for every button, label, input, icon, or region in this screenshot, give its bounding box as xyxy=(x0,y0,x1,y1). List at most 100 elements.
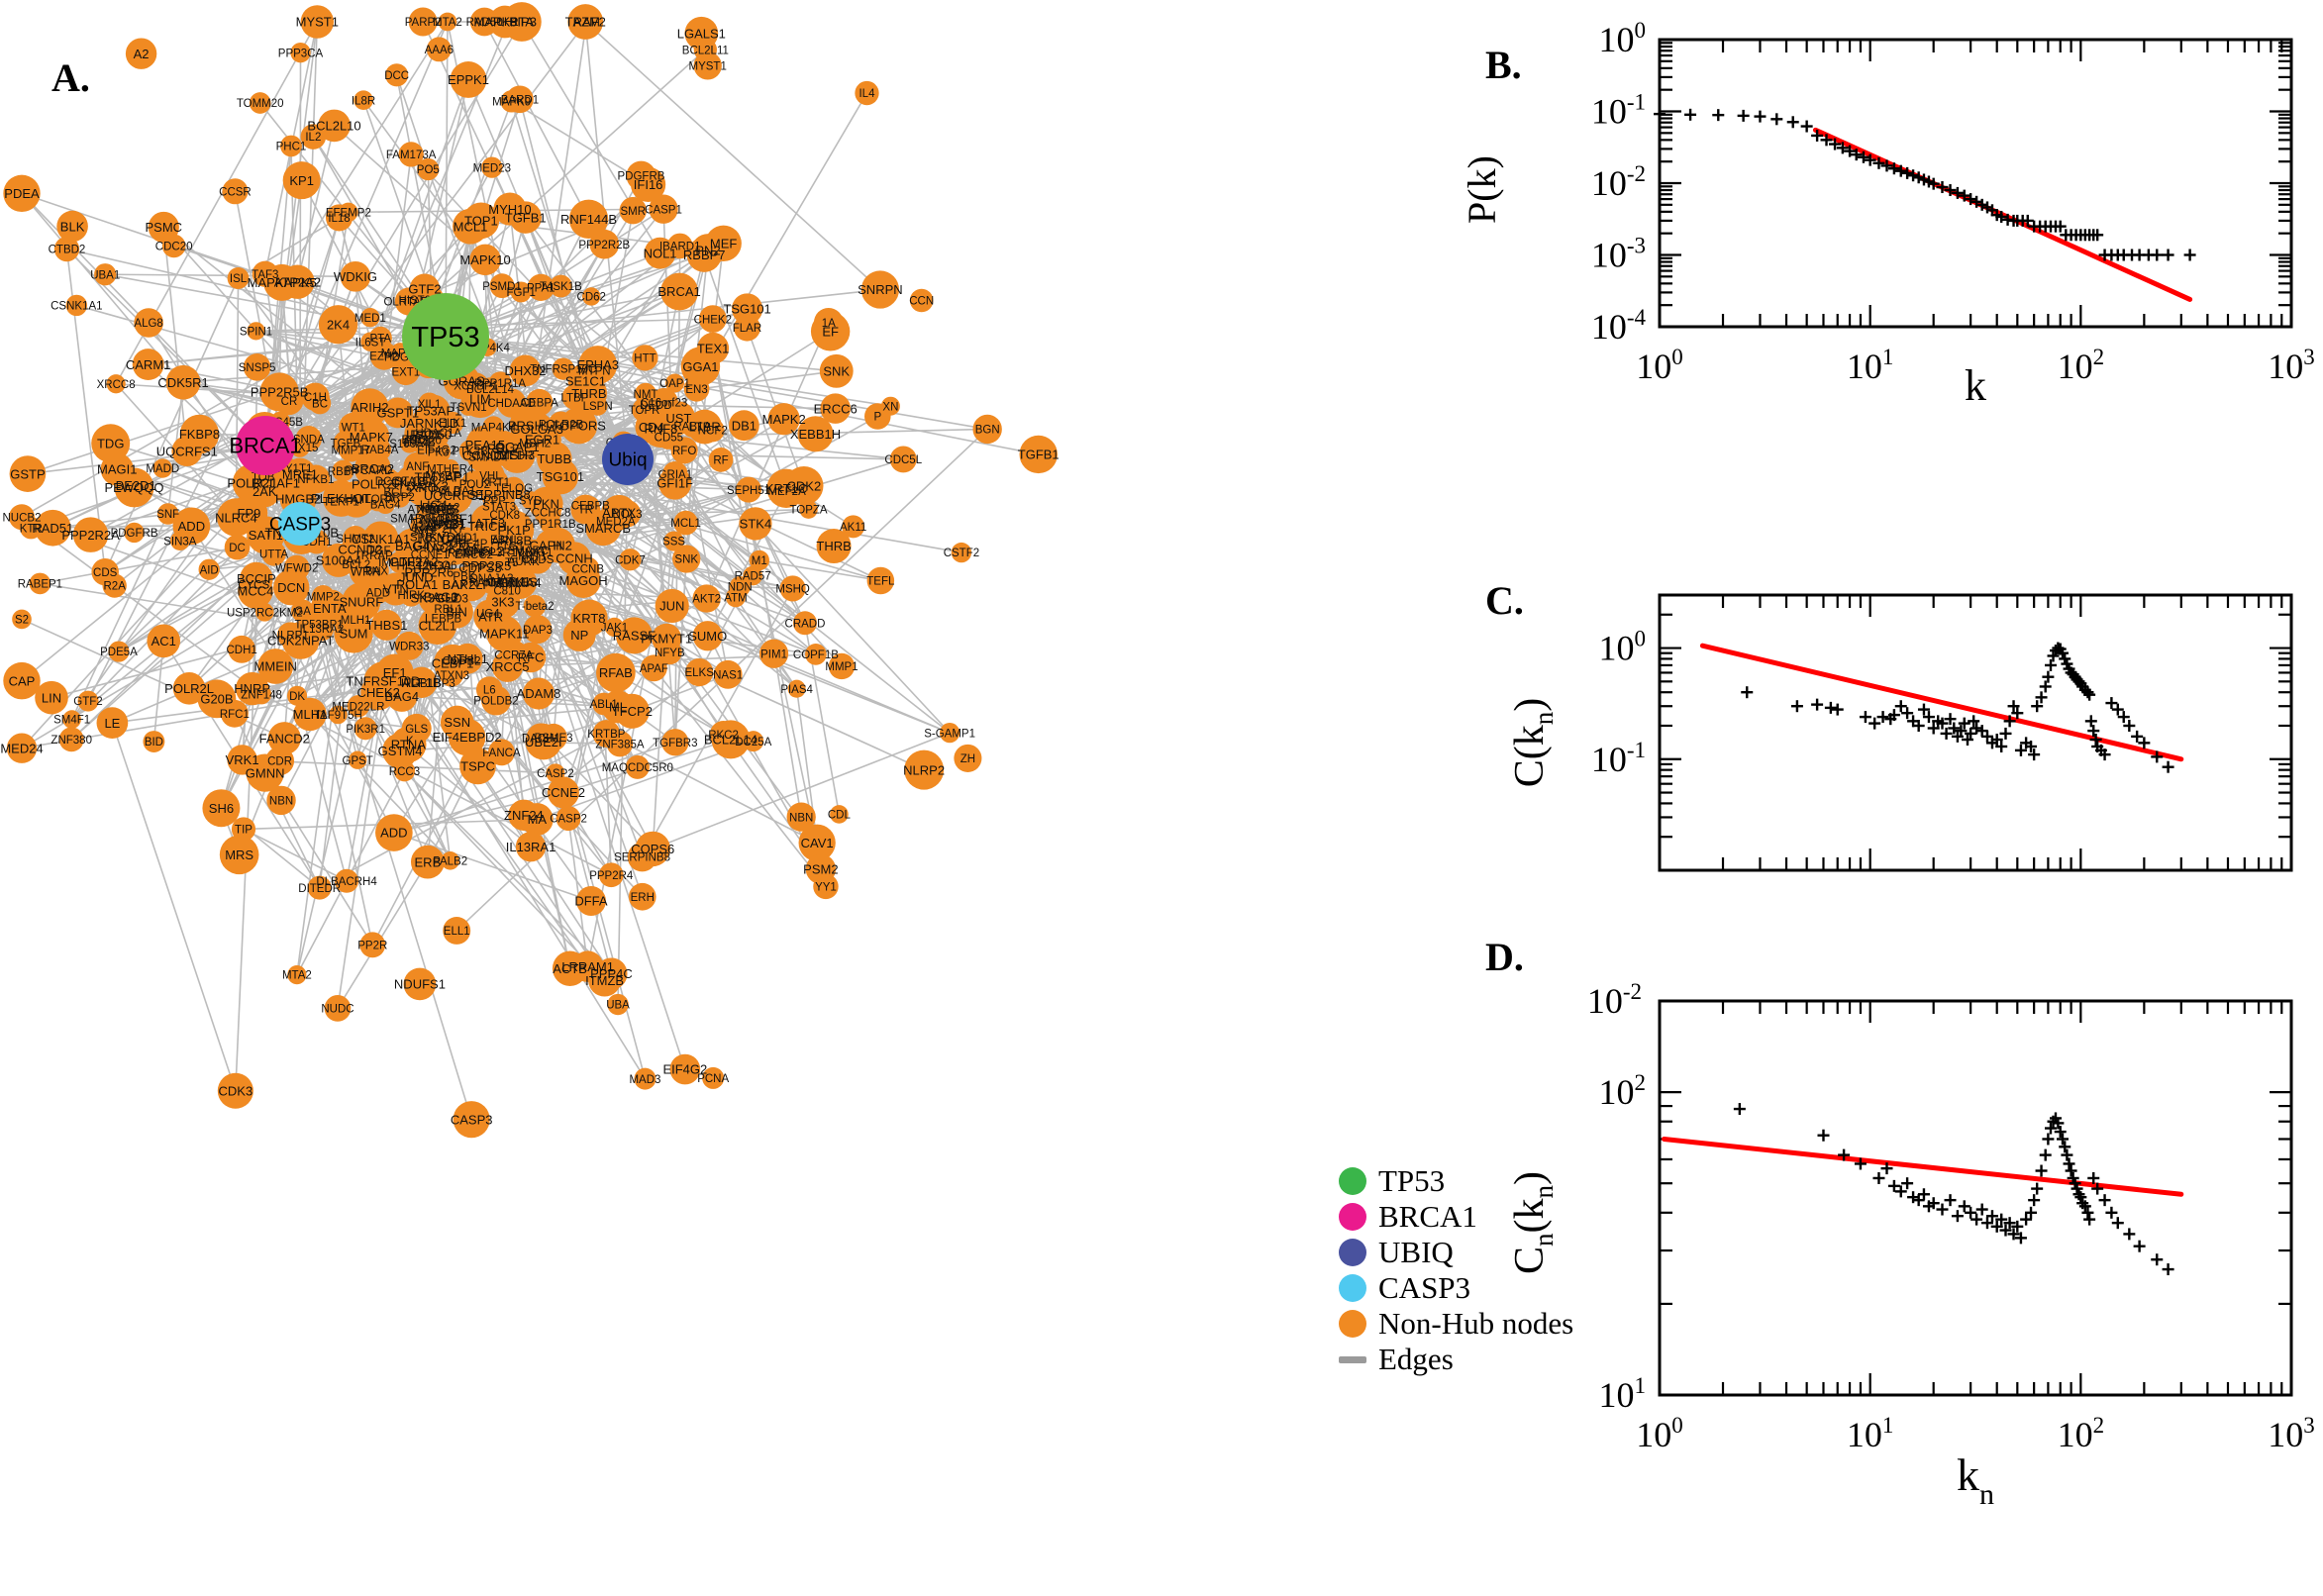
svg-text:LIG4: LIG4 xyxy=(420,497,448,512)
legend-label-brca1: BRCA1 xyxy=(1378,1199,1477,1234)
svg-text:IL4: IL4 xyxy=(858,88,875,100)
svg-text:DC25A: DC25A xyxy=(735,737,771,748)
svg-text:PPP2R5B: PPP2R5B xyxy=(251,385,309,400)
svg-text:A2: A2 xyxy=(134,47,150,61)
svg-text:IL2: IL2 xyxy=(305,132,321,144)
svg-text:NUCB2: NUCB2 xyxy=(3,512,42,524)
svg-text:CDK5R1: CDK5R1 xyxy=(157,375,208,390)
svg-text:KP1: KP1 xyxy=(289,173,314,188)
legend-item-brca1: BRCA1 xyxy=(1339,1199,1573,1235)
svg-text:PDGFRB: PDGFRB xyxy=(111,528,158,540)
svg-text:MSH2: MSH2 xyxy=(519,438,551,449)
svg-text:MLH1: MLH1 xyxy=(341,615,371,627)
panel-b-letter: B. xyxy=(1485,43,1522,87)
svg-text:L6: L6 xyxy=(483,685,496,697)
svg-text:C16orf23: C16orf23 xyxy=(641,397,687,409)
svg-text:AAA6: AAA6 xyxy=(425,45,454,56)
svg-text:ZCCHC8: ZCCHC8 xyxy=(525,508,571,520)
svg-text:DEDD: DEDD xyxy=(640,400,672,412)
svg-text:TP53: TP53 xyxy=(411,322,479,353)
svg-text:HNRP: HNRP xyxy=(234,681,270,696)
svg-text:RAB1A: RAB1A xyxy=(673,422,711,434)
svg-text:CD55: CD55 xyxy=(655,433,683,445)
svg-text:PALB2: PALB2 xyxy=(433,855,467,867)
svg-text:KRT8: KRT8 xyxy=(573,611,606,626)
svg-text:CABLES: CABLES xyxy=(487,575,539,590)
svg-text:ABL1: ABL1 xyxy=(590,699,618,711)
svg-text:THRB: THRB xyxy=(816,539,851,553)
svg-text:USO1: USO1 xyxy=(406,427,441,442)
svg-text:XCTBP1: XCTBP1 xyxy=(454,380,498,392)
svg-text:AI: AI xyxy=(351,492,362,507)
svg-text:TAF3: TAF3 xyxy=(252,269,278,281)
svg-text:NCF2: NCF2 xyxy=(698,426,728,438)
svg-text:GTF2A2: GTF2A2 xyxy=(389,554,438,569)
svg-text:HDAC1A: HDAC1A xyxy=(415,428,461,440)
svg-text:EPPK1: EPPK1 xyxy=(448,72,489,87)
svg-text:FGF1: FGF1 xyxy=(506,287,535,299)
svg-text:ATF3: ATF3 xyxy=(474,516,505,531)
svg-text:PEA15: PEA15 xyxy=(465,438,505,452)
svg-text:DFFA: DFFA xyxy=(574,894,608,909)
svg-text:CCR7A: CCR7A xyxy=(494,650,533,662)
svg-text:MMP2: MMP2 xyxy=(307,592,340,604)
svg-text:SYD: SYD xyxy=(519,496,543,508)
svg-text:PCNA: PCNA xyxy=(697,1073,729,1085)
svg-text:CCNE2: CCNE2 xyxy=(542,785,585,800)
svg-text:GMNN: GMNN xyxy=(246,765,285,780)
legend-swatch-tp53 xyxy=(1339,1167,1366,1195)
svg-text:CHD3: CHD3 xyxy=(438,593,468,605)
svg-text:PSM2: PSM2 xyxy=(803,862,838,877)
svg-text:PN2: PN2 xyxy=(695,244,720,258)
svg-text:HTT: HTT xyxy=(634,353,656,365)
svg-text:SUM: SUM xyxy=(340,627,368,642)
svg-text:TEFL: TEFL xyxy=(866,576,895,588)
svg-text:UTTA: UTTA xyxy=(259,549,289,560)
svg-text:RBL2: RBL2 xyxy=(487,441,520,455)
svg-text:AZM: AZM xyxy=(573,15,600,30)
svg-text:BRE: BRE xyxy=(428,503,454,518)
svg-text:PPP2R2A: PPP2R2A xyxy=(61,528,120,543)
svg-text:XIL1: XIL1 xyxy=(418,399,442,411)
svg-text:UQCRFS1: UQCRFS1 xyxy=(156,444,218,458)
svg-text:TOMM20: TOMM20 xyxy=(237,98,284,110)
svg-text:RF: RF xyxy=(713,455,728,467)
svg-text:ANGA3: ANGA3 xyxy=(420,515,458,527)
svg-text:UG4: UG4 xyxy=(476,608,500,620)
svg-text:CEBP1: CEBP1 xyxy=(432,656,474,671)
svg-text:SNK: SNK xyxy=(823,363,850,378)
svg-text:SE1C1: SE1C1 xyxy=(565,373,606,388)
svg-text:10-2: 10-2 xyxy=(1591,161,1646,203)
svg-text:MTA2: MTA2 xyxy=(433,17,462,29)
panel-d-letter: D. xyxy=(1485,935,1524,979)
svg-text:C(kn): C(kn) xyxy=(1507,698,1559,788)
svg-text:CAV1: CAV1 xyxy=(801,836,834,850)
svg-text:GTF2: GTF2 xyxy=(408,281,441,296)
svg-text:TP53AP1: TP53AP1 xyxy=(407,403,462,418)
svg-text:C4H: C4H xyxy=(442,533,467,548)
network-graph: ARL8B TAF3 MAGOH SIN3A GGA1 ALG8 CDC5L MAGI1 DHX… xyxy=(0,2,1060,1139)
svg-text:RPS20: RPS20 xyxy=(405,436,441,448)
svg-text:SNSP5: SNSP5 xyxy=(239,362,276,374)
svg-text:CCNH: CCNH xyxy=(556,551,593,566)
svg-text:TAF9T5H: TAF9T5H xyxy=(314,710,362,722)
svg-text:TP53BP1: TP53BP1 xyxy=(294,620,343,632)
svg-text:100: 100 xyxy=(1636,345,1683,386)
svg-text:MTPN: MTPN xyxy=(578,366,611,378)
svg-text:GGA1: GGA1 xyxy=(682,359,718,374)
svg-text:KRT1C: KRT1C xyxy=(765,481,807,496)
svg-text:COPB2: COPB2 xyxy=(443,655,481,667)
svg-text:FP9: FP9 xyxy=(238,506,261,521)
svg-text:R2A: R2A xyxy=(104,581,127,593)
svg-text:RAD57: RAD57 xyxy=(735,571,771,583)
svg-text:GRIA1: GRIA1 xyxy=(658,469,693,481)
svg-text:NAS1: NAS1 xyxy=(713,669,743,681)
svg-text:MYH10: MYH10 xyxy=(488,202,531,217)
svg-text:GTF2: GTF2 xyxy=(73,696,102,708)
svg-text:RANBP2: RANBP2 xyxy=(469,578,515,590)
svg-text:GSTP: GSTP xyxy=(10,466,45,481)
svg-text:MED1: MED1 xyxy=(354,313,386,325)
svg-text:SH6: SH6 xyxy=(209,801,234,816)
svg-text:10-3: 10-3 xyxy=(1591,234,1646,275)
svg-text:CL2L1: CL2L1 xyxy=(419,618,456,633)
